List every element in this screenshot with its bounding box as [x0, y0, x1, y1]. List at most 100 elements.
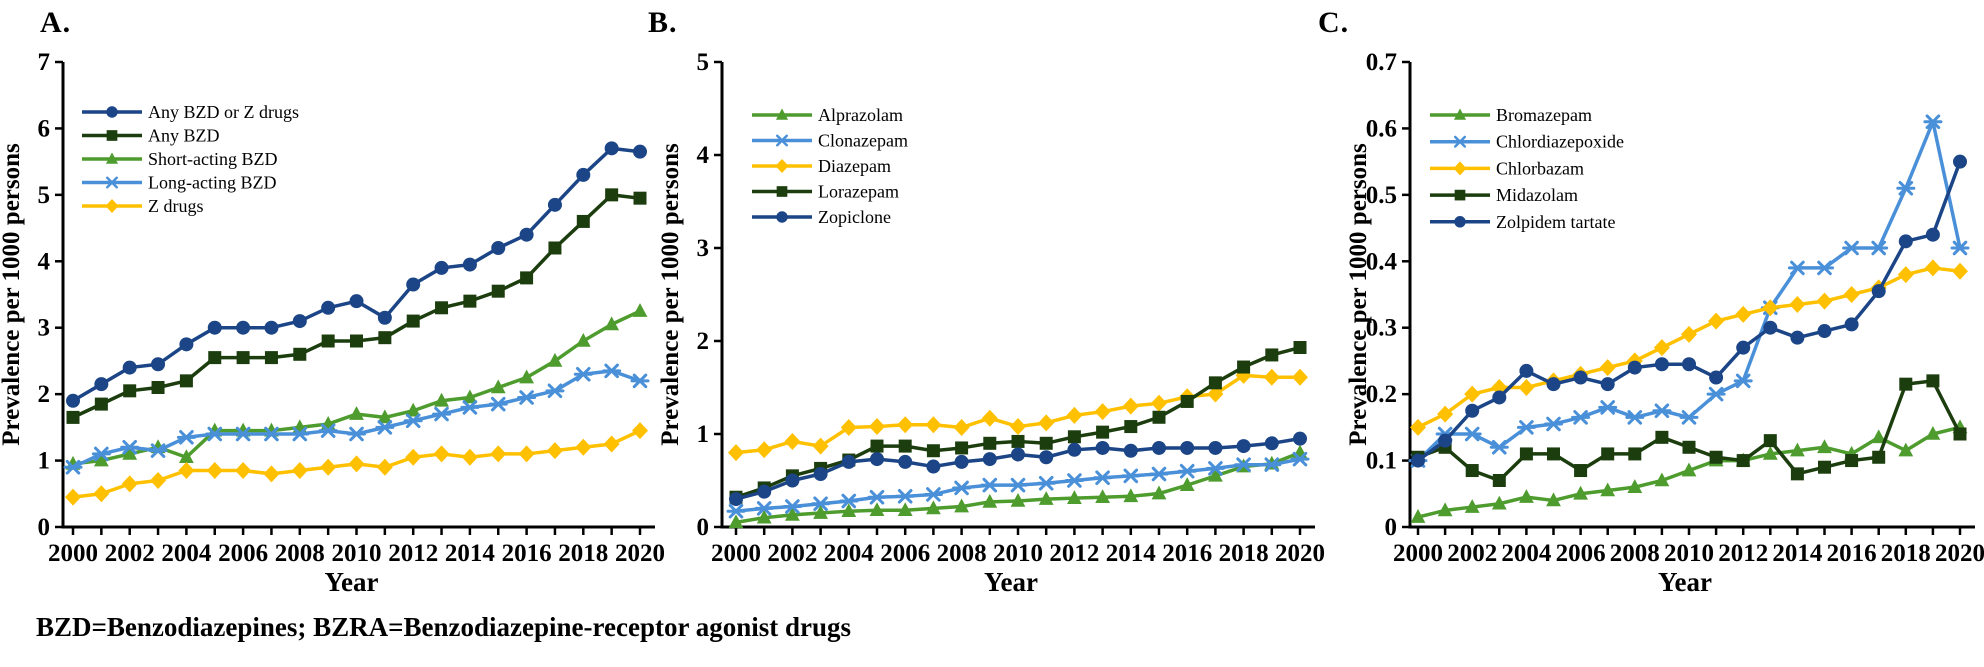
- legend-label: Zopiclone: [818, 207, 891, 227]
- square-marker: [1628, 447, 1642, 461]
- triangle-marker: [1627, 479, 1643, 493]
- square-marker: [1096, 425, 1110, 439]
- square-marker: [1208, 376, 1222, 390]
- square-marker: [378, 331, 392, 345]
- circle-marker: [1953, 154, 1967, 169]
- diamond-marker: [105, 199, 119, 213]
- x-tick-label: 2006: [218, 540, 268, 567]
- x-axis-ticks: 2000 2002 2004 2006 2008 2010 2012 2014 2016 2018…: [1393, 527, 1984, 567]
- triangle-marker: [632, 303, 648, 317]
- legend-item-bromazepam: Bromazepam: [1430, 105, 1592, 125]
- panel-label-b: B.: [648, 6, 678, 39]
- legend-item-alprazolam: Alprazolam: [752, 105, 903, 125]
- asterisk-marker: [782, 499, 802, 514]
- legend-item-any-bzd-or-z-drugs: Any BZD or Z drugs: [82, 102, 299, 122]
- square-marker: [1492, 474, 1506, 487]
- x-tick-label: 2010: [993, 540, 1043, 567]
- asterisk-marker: [1177, 463, 1197, 479]
- asterisk-marker: [375, 420, 395, 435]
- asterisk-marker: [754, 501, 774, 516]
- diamond-marker: [178, 462, 195, 480]
- diamond-marker: [1151, 394, 1167, 412]
- series-midazolam: [1411, 374, 1967, 487]
- circle-marker: [1546, 377, 1561, 392]
- circle-marker: [292, 314, 307, 329]
- circle-marker: [1519, 363, 1534, 378]
- x-axis-ticks: 2000 2002 2004 2006 2008 2010 2012 2014 2016 2018…: [48, 527, 665, 567]
- square-marker: [955, 441, 969, 455]
- x-tick-label: 2014: [445, 540, 496, 567]
- triangle-marker: [604, 316, 620, 331]
- circle-marker: [491, 241, 506, 255]
- square-marker: [1790, 467, 1804, 481]
- diamond-marker: [1464, 385, 1481, 403]
- series-z-drugs: [65, 422, 648, 506]
- diamond-marker: [1410, 418, 1426, 436]
- triangle-marker: [1762, 445, 1778, 460]
- x-tick-label: 2020: [1275, 540, 1325, 567]
- series-long-acting-bzd: [63, 363, 650, 475]
- asterisk-marker: [205, 426, 225, 442]
- circle-marker: [1236, 439, 1251, 454]
- asterisk-marker: [318, 423, 338, 438]
- legend-label: Any BZD: [148, 126, 220, 146]
- y-tick-label: 3: [697, 235, 710, 262]
- circle-marker: [1293, 431, 1307, 446]
- square-marker: [236, 351, 250, 365]
- square-marker: [264, 351, 278, 365]
- legend-item-short-acting-bzd: Short-acting BZD: [82, 149, 277, 169]
- x-tick-label: 2012: [1049, 540, 1099, 567]
- circle-marker: [1465, 403, 1480, 418]
- square-marker: [1039, 436, 1053, 450]
- circle-marker: [926, 459, 941, 474]
- square-marker: [1736, 454, 1750, 468]
- asterisk-marker: [1036, 475, 1056, 491]
- diamond-marker: [1681, 325, 1697, 343]
- series-any-bzd: [66, 188, 647, 424]
- circle-marker: [757, 484, 772, 499]
- circle-marker: [1600, 377, 1615, 392]
- square-marker: [1601, 447, 1615, 461]
- asterisk-marker: [923, 487, 943, 502]
- x-axis-title: Year: [984, 567, 1038, 597]
- triangle-marker: [1437, 502, 1453, 517]
- circle-marker: [576, 167, 591, 182]
- y-tick-label: 0.7: [1366, 49, 1397, 76]
- circle-marker: [207, 320, 222, 335]
- square-marker: [94, 397, 108, 411]
- circle-marker: [1573, 370, 1588, 385]
- square-marker: [1899, 377, 1913, 391]
- series-chlordiazepoxide: [1408, 114, 1970, 468]
- asterisk-marker: [233, 426, 253, 442]
- legend-item-diazepam: Diazepam: [752, 156, 891, 176]
- triangle-marker: [785, 506, 800, 521]
- asterisk-marker: [1544, 416, 1563, 432]
- diamond-marker: [1207, 385, 1224, 403]
- triangle-marker: [547, 352, 563, 367]
- diamond-marker: [1066, 406, 1083, 424]
- square-marker: [66, 410, 80, 424]
- x-tick-label: 2008: [275, 540, 325, 567]
- asterisk-marker: [1262, 457, 1282, 472]
- circle-marker: [151, 357, 166, 372]
- diamond-marker: [1010, 418, 1026, 436]
- triangle-marker: [349, 406, 364, 420]
- diamond-marker: [1263, 368, 1280, 386]
- asterisk-marker: [774, 134, 790, 147]
- circle-marker: [547, 197, 562, 212]
- circle-marker: [841, 454, 856, 469]
- asterisk-marker: [1234, 457, 1254, 472]
- diamond-marker: [1789, 295, 1806, 313]
- square-marker: [435, 301, 449, 315]
- square-marker: [463, 294, 477, 308]
- square-marker: [1265, 348, 1279, 362]
- x-tick-label: 2000: [48, 540, 98, 567]
- asterisk-marker: [1121, 468, 1141, 484]
- diamond-marker: [93, 485, 110, 503]
- diamond-marker: [953, 418, 970, 436]
- triangle-marker: [1790, 442, 1805, 457]
- circle-marker: [604, 141, 619, 156]
- circle-marker: [1438, 433, 1453, 448]
- legend-label: Chlorbazam: [1496, 158, 1584, 178]
- circle-marker: [1123, 443, 1138, 458]
